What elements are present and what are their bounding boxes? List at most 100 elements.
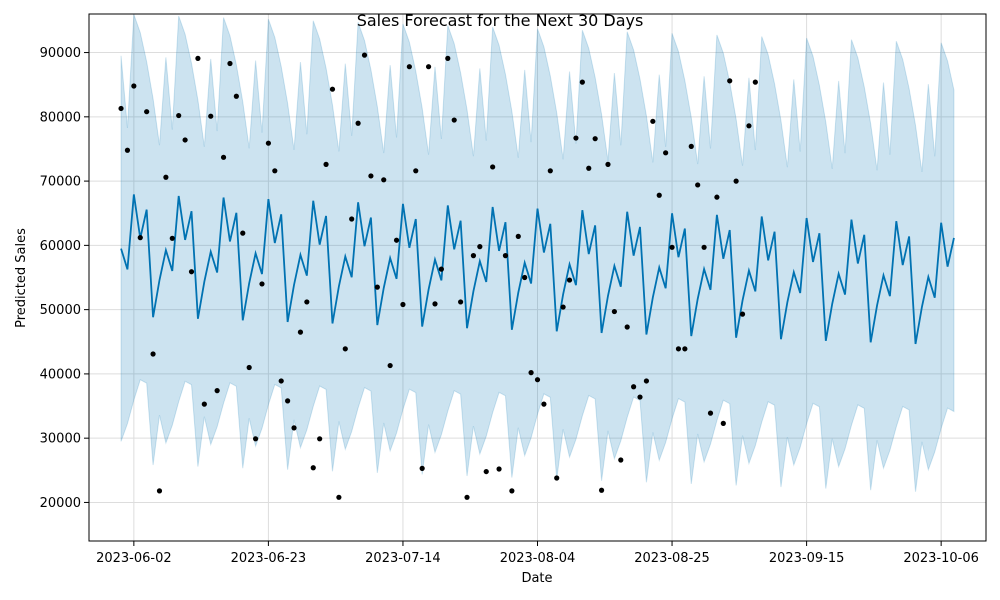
observed-point — [342, 346, 348, 352]
observed-point — [220, 154, 227, 160]
observed-point — [714, 194, 720, 200]
x-tick-label: 2023-06-02 — [96, 551, 172, 566]
x-tick-label: 2023-08-04 — [500, 551, 576, 566]
observed-point — [541, 401, 547, 407]
observed-point — [643, 378, 650, 384]
observed-point — [374, 284, 380, 290]
observed-point — [118, 105, 124, 112]
observed-point — [124, 147, 131, 153]
observed-point — [579, 79, 585, 85]
y-tick-label: 90000 — [40, 46, 81, 61]
observed-point — [669, 244, 675, 250]
observed-point — [566, 277, 573, 283]
y-axis-label: Predicted Sales — [14, 228, 29, 328]
observed-point — [695, 182, 701, 188]
observed-point — [746, 123, 752, 129]
observed-point — [259, 281, 265, 287]
observed-point — [156, 488, 163, 494]
observed-point — [458, 299, 464, 305]
observed-point — [349, 216, 355, 222]
observed-point — [720, 420, 726, 426]
y-tick-label: 60000 — [40, 239, 81, 254]
observed-point — [650, 118, 656, 124]
observed-point — [586, 165, 592, 171]
observed-point — [163, 174, 169, 180]
observed-point — [464, 494, 470, 500]
observed-point — [733, 178, 739, 184]
observed-point — [663, 150, 669, 156]
observed-point — [413, 168, 419, 174]
observed-point — [310, 465, 316, 471]
uncertainty-band-area — [120, 14, 955, 492]
y-axis-ticks: 20000 30000 40000 50000 60000 70000 80000 90000 — [40, 46, 89, 511]
observed-point — [573, 135, 579, 141]
observed-point — [285, 398, 291, 404]
x-tick-label: 2023-08-25 — [634, 551, 710, 566]
chart-title: Sales Forecast for the Next 30 Days — [357, 11, 644, 30]
observed-point — [701, 244, 707, 250]
observed-point — [201, 401, 207, 407]
observed-point — [272, 168, 278, 174]
observed-point — [233, 93, 239, 99]
observed-point — [387, 362, 393, 369]
observed-point — [425, 64, 432, 70]
observed-point — [547, 168, 553, 174]
x-tick-label: 2023-06-23 — [231, 551, 307, 566]
observed-point — [419, 465, 425, 471]
observed-point — [554, 475, 560, 481]
observed-point — [150, 351, 156, 357]
observed-point — [477, 244, 483, 250]
observed-point — [631, 384, 637, 390]
observed-point — [304, 299, 310, 305]
observed-point — [182, 137, 188, 143]
observed-point — [336, 494, 342, 500]
observed-point — [707, 410, 714, 416]
observed-point — [451, 117, 457, 123]
observed-point — [605, 161, 611, 167]
observed-point — [227, 60, 233, 67]
observed-point — [355, 120, 361, 126]
observed-point — [509, 488, 515, 494]
observed-point — [727, 78, 733, 84]
observed-point — [137, 235, 143, 241]
observed-point — [522, 274, 528, 281]
observed-point — [470, 253, 477, 259]
x-axis-label: Date — [521, 571, 552, 586]
observed-point — [490, 164, 496, 170]
y-tick-label: 20000 — [40, 496, 81, 511]
observed-point — [291, 425, 297, 431]
observed-point — [682, 346, 688, 352]
observed-point — [381, 177, 387, 183]
observed-point — [317, 436, 323, 442]
observed-point — [329, 86, 336, 92]
observed-point — [739, 311, 746, 317]
observed-point — [246, 364, 252, 371]
observed-point — [528, 370, 534, 376]
observed-point — [195, 55, 201, 61]
observed-point — [297, 329, 304, 335]
observed-point — [496, 466, 502, 472]
observed-point — [432, 301, 438, 307]
forecast-line-group — [120, 194, 955, 345]
x-axis-ticks: 2023-06-02 2023-06-23 2023-07-14 2023-08-04… — [96, 541, 979, 566]
observed-point — [144, 109, 150, 115]
y-tick-label: 50000 — [40, 303, 81, 318]
grid — [89, 14, 986, 541]
observed-point — [534, 377, 541, 383]
x-tick-label: 2023-07-14 — [365, 551, 441, 566]
observed-point — [361, 52, 368, 58]
observed-point — [618, 457, 624, 463]
observed-point — [438, 266, 444, 272]
observed-point — [592, 136, 598, 142]
observed-points — [118, 52, 758, 500]
observed-point — [252, 436, 259, 442]
x-tick-label: 2023-09-15 — [769, 551, 845, 566]
y-tick-label: 40000 — [40, 367, 81, 382]
observed-point — [176, 112, 182, 119]
observed-point — [598, 487, 605, 493]
uncertainty-band — [120, 14, 955, 492]
observed-point — [688, 143, 694, 149]
observed-point — [752, 79, 758, 85]
observed-point — [208, 113, 214, 119]
